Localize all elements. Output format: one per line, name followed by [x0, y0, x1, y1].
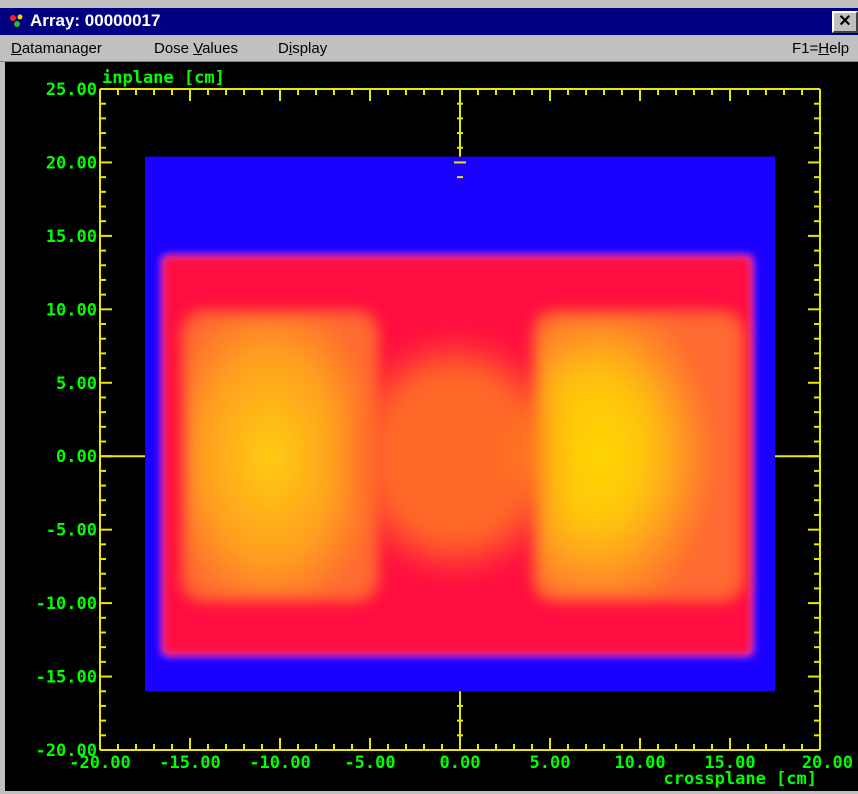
dose-distribution	[145, 156, 775, 692]
x-axis-title: crossplane [cm]	[663, 769, 817, 789]
x-tick-label: 20.00	[802, 753, 853, 773]
x-tick-label: -10.00	[249, 753, 310, 773]
peak-dose-spot	[535, 358, 655, 539]
menu-help[interactable]: F1=Help	[792, 40, 849, 57]
close-button[interactable]: ✕	[832, 11, 858, 33]
axis-labels: 25.00 20.00 15.00 10.00 5.00 0.00 -5.00 -10.00 -…	[36, 68, 853, 789]
y-tick-label: -5.00	[46, 521, 97, 541]
close-icon: ✕	[838, 13, 852, 30]
x-tick-label: -15.00	[159, 753, 220, 773]
x-tick-label: -5.00	[344, 753, 395, 773]
y-tick-label: 15.00	[46, 227, 97, 247]
title-bar[interactable]: Array: 00000017 ✕	[0, 8, 858, 35]
array-app-icon[interactable]	[8, 13, 26, 29]
menu-help-pre: F1=	[792, 40, 819, 57]
axis-ticks	[99, 88, 821, 751]
menu-display-pre: D	[278, 40, 289, 57]
menu-datamanager-rest: atamanager	[21, 40, 102, 57]
menu-dose-values-accel: V	[193, 40, 203, 57]
y-tick-label: 10.00	[46, 300, 97, 320]
central-waist	[359, 352, 552, 560]
x-tick-label: 0.00	[440, 753, 481, 773]
menu-help-accel: H	[818, 40, 830, 57]
dose-plot-area[interactable]: 25.00 20.00 15.00 10.00 5.00 0.00 -5.00 -10.00 -…	[5, 62, 858, 791]
y-axis-title: inplane [cm]	[102, 68, 225, 88]
y-tick-label: -20.00	[36, 741, 97, 761]
menu-display-accel: i	[288, 40, 293, 57]
x-tick-label: 15.00	[704, 753, 755, 773]
y-tick-label: -10.00	[36, 594, 97, 614]
y-tick-label: 20.00	[46, 153, 97, 173]
y-tick-label: 0.00	[56, 447, 97, 467]
menu-datamanager-accel: D	[11, 40, 22, 57]
menu-display-rest: splay	[292, 40, 328, 57]
menu-dose-values[interactable]: Dose Values	[154, 40, 238, 57]
y-tick-label: -15.00	[36, 668, 97, 688]
menu-dose-values-rest: alues	[202, 40, 238, 57]
menu-help-rest: elp	[829, 40, 850, 57]
menu-display[interactable]: Display	[278, 40, 327, 57]
menu-dose-values-pre: Dose	[154, 40, 194, 57]
window-title: Array: 00000017	[30, 11, 161, 30]
menu-bar: Datamanager Dose Values Display F1=Help	[0, 35, 858, 62]
menu-datamanager[interactable]: Datamanager	[11, 40, 102, 57]
x-tick-label: 10.00	[614, 753, 665, 773]
dose-heatmap-chart[interactable]: 25.00 20.00 15.00 10.00 5.00 0.00 -5.00 -10.00 -…	[5, 62, 858, 791]
x-tick-label: 5.00	[530, 753, 571, 773]
left-high-dose-lobe	[187, 317, 373, 596]
x-tick-label: -20.00	[69, 753, 130, 773]
y-tick-label: 25.00	[46, 80, 97, 100]
y-tick-label: 5.00	[56, 374, 97, 394]
window-bottom-edge	[0, 791, 858, 794]
